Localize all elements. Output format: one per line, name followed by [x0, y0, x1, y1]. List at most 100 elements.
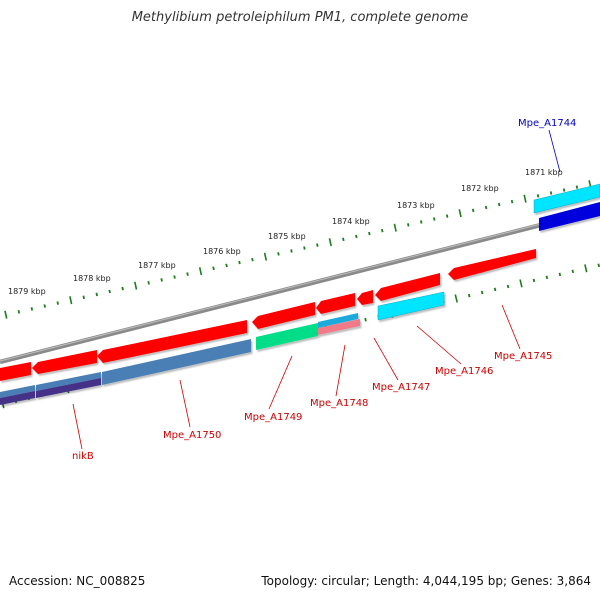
- cds-mpe-a1750[interactable]: [102, 339, 251, 385]
- leader-mpe-a1744: [548, 129, 561, 173]
- cds-nikb-steel[interactable]: [36, 372, 101, 391]
- cds-mpe-a1748-pink[interactable]: [318, 319, 360, 335]
- major-tick: [328, 238, 332, 247]
- minor-tick: [571, 269, 575, 274]
- accession-text: Accession: NC_008825: [9, 574, 146, 588]
- major-tick: [454, 294, 458, 303]
- label-leader-lines: [72, 129, 561, 450]
- minor-tick: [277, 252, 280, 256]
- cds-mpe-a1744-blue[interactable]: [539, 202, 600, 231]
- scale-label: 1872 kbp: [461, 184, 499, 193]
- major-tick: [458, 209, 462, 218]
- cds-mpe-a1744-cyan[interactable]: [533, 183, 600, 214]
- scale-label: 1875 kbp: [268, 232, 306, 241]
- minor-tick: [56, 301, 59, 305]
- minor-tick: [471, 208, 475, 213]
- gene-arrow-upstream[interactable]: [0, 362, 31, 381]
- gene-arrow-mpe-a1747[interactable]: [357, 290, 373, 305]
- minor-tick: [562, 188, 566, 192]
- minor-tick: [368, 231, 371, 236]
- leader-mpe-a1747: [373, 337, 399, 381]
- leader-mpe-a1746: [416, 325, 462, 365]
- gene-label-mpe-a1745[interactable]: Mpe_A1745: [494, 351, 552, 362]
- gene-arrow-mpe-a1748[interactable]: [316, 293, 355, 314]
- outer-scale-ticks: [4, 180, 592, 319]
- scale-label: 1879 kbp: [8, 287, 46, 296]
- major-tick: [69, 296, 73, 305]
- gene-label-mpe-a1748[interactable]: Mpe_A1748: [310, 398, 368, 409]
- minor-tick: [433, 217, 436, 221]
- gene-arrow-mpe-a1745[interactable]: [448, 249, 536, 280]
- minor-tick: [108, 289, 111, 294]
- leader-mpe-a1750: [179, 379, 191, 428]
- minor-tick: [251, 257, 254, 262]
- minor-tick: [497, 202, 501, 207]
- major-tick: [263, 252, 268, 261]
- minor-tick: [420, 220, 423, 224]
- minor-tick: [532, 278, 536, 283]
- cds-nikb-purple[interactable]: [36, 378, 101, 398]
- cds-mpe-a1749[interactable]: [256, 323, 318, 350]
- minor-tick: [82, 295, 85, 300]
- minor-tick: [445, 214, 449, 218]
- major-tick: [523, 194, 527, 203]
- minor-tick: [303, 246, 306, 250]
- minor-tick: [290, 249, 293, 253]
- gene-labels: Mpe_A1744 Mpe_A1745 Mpe_A1746 Mpe_A1747 …: [72, 118, 576, 462]
- gene-label-mpe-a1750[interactable]: Mpe_A1750: [163, 430, 221, 441]
- minor-tick: [186, 272, 189, 276]
- minor-tick: [225, 263, 228, 268]
- minor-tick: [506, 284, 510, 289]
- major-tick: [198, 267, 203, 276]
- gene-label-mpe-a1749[interactable]: Mpe_A1749: [244, 412, 302, 423]
- gene-arrow-nikb[interactable]: [32, 350, 97, 374]
- minor-tick: [95, 292, 98, 297]
- major-tick: [4, 310, 8, 319]
- scale-label: 1874 kbp: [332, 217, 370, 226]
- cds-upstream-purple[interactable]: [0, 391, 35, 405]
- major-tick: [393, 223, 397, 232]
- gene-arrow-mpe-a1746[interactable]: [375, 273, 440, 301]
- minor-tick: [549, 191, 553, 195]
- leader-mpe-a1748: [335, 344, 346, 397]
- minor-tick: [575, 185, 579, 189]
- genome-backbone-highlight: [0, 208, 600, 362]
- minor-tick: [355, 234, 358, 239]
- minor-tick: [364, 317, 367, 322]
- gene-label-mpe-a1746[interactable]: Mpe_A1746: [435, 366, 493, 377]
- minor-tick: [30, 307, 34, 311]
- cds-mpe-a1748-blue[interactable]: [318, 313, 358, 328]
- leader-nikb: [72, 403, 83, 450]
- minor-tick: [342, 237, 345, 242]
- cds-features: [0, 183, 600, 405]
- gene-label-nikb[interactable]: nikB: [72, 451, 94, 462]
- major-tick: [134, 281, 138, 290]
- minor-tick: [510, 199, 514, 204]
- gene-arrow-mpe-a1750[interactable]: [97, 320, 247, 363]
- major-tick: [584, 264, 588, 273]
- gene-arrow-mpe-a1749[interactable]: [252, 302, 315, 329]
- minor-tick: [43, 304, 46, 308]
- cds-mpe-a1746[interactable]: [377, 291, 445, 321]
- scale-label: 1877 kbp: [138, 261, 176, 270]
- scale-labels: 1871 kbp 1872 kbp 1873 kbp 1874 kbp 1875…: [8, 168, 563, 296]
- minor-tick: [160, 278, 163, 282]
- leader-mpe-a1745: [501, 304, 521, 350]
- minor-tick: [536, 194, 540, 198]
- minor-tick: [484, 205, 488, 210]
- minor-tick: [121, 286, 124, 291]
- gene-label-mpe-a1744[interactable]: Mpe_A1744: [518, 118, 576, 129]
- minor-tick: [493, 287, 497, 292]
- leader-mpe-a1749: [268, 355, 293, 410]
- scale-label: 1873 kbp: [397, 201, 435, 210]
- cds-upstream-steel[interactable]: [0, 385, 35, 398]
- minor-tick: [381, 228, 384, 233]
- scale-label: 1876 kbp: [203, 247, 241, 256]
- minor-tick: [173, 275, 176, 279]
- minor-tick: [545, 275, 549, 280]
- forward-strand-genes: [0, 249, 536, 381]
- gene-label-mpe-a1747[interactable]: Mpe_A1747: [372, 382, 430, 393]
- minor-tick: [597, 263, 600, 268]
- minor-tick: [558, 272, 562, 277]
